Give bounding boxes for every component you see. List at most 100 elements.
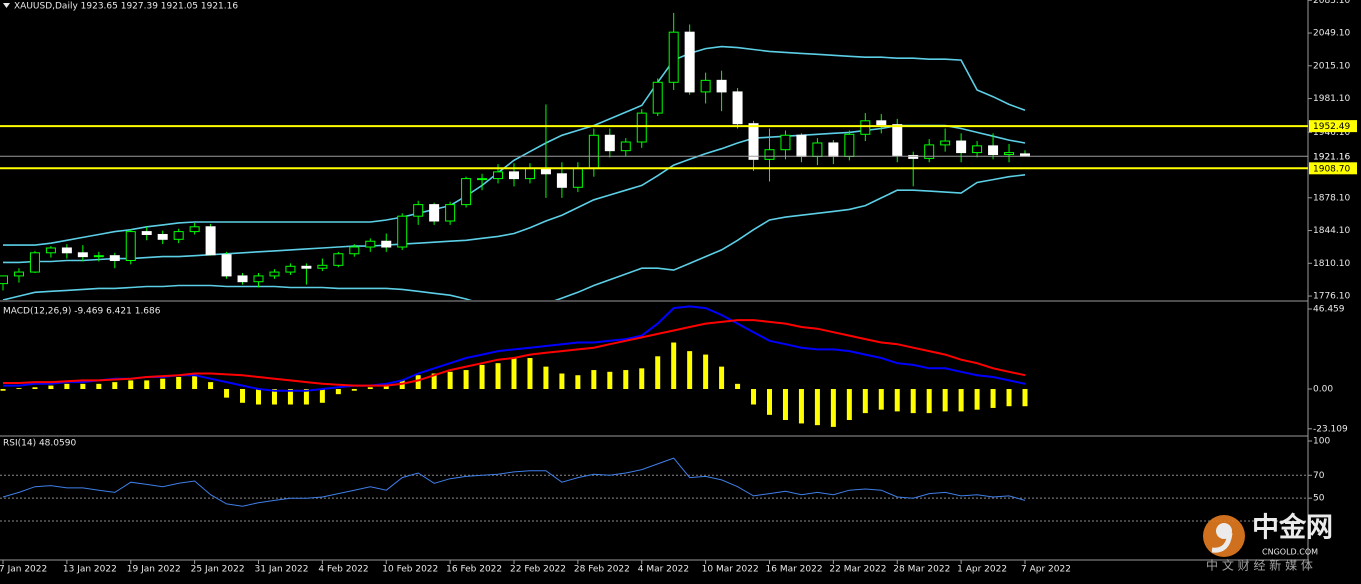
macd-bar (511, 358, 517, 390)
rsi-title: RSI(14) 48.0590 (3, 439, 76, 449)
candle-body (748, 123, 759, 160)
candle-body (13, 271, 24, 277)
candle-body (205, 226, 216, 256)
macd-bar (383, 385, 389, 390)
macd-bar (862, 389, 868, 414)
candle-body (45, 247, 56, 254)
macd-bar (575, 375, 581, 390)
macd-bar (415, 375, 421, 390)
candle-body (988, 145, 999, 156)
macd-bar (431, 373, 437, 390)
candle-body (189, 226, 200, 233)
candle-body (429, 204, 440, 222)
candle-body (221, 254, 232, 277)
series-line (3, 124, 1026, 264)
macd-bar (463, 370, 469, 390)
candle-body (796, 134, 807, 157)
macd-bar (958, 389, 964, 412)
candle-body (509, 171, 519, 180)
x-tick-label: 4 Feb 2022 (318, 565, 368, 575)
price-title: XAUUSD,Daily 1923.65 1927.39 1921.05 192… (14, 2, 238, 12)
macd-bar (735, 383, 741, 390)
candle-body (413, 204, 424, 217)
macd-bar (687, 351, 693, 390)
macd-bar (543, 366, 549, 390)
panel (0, 305, 1028, 427)
macd-bar (335, 389, 341, 395)
macd-bar (782, 389, 788, 421)
candle-body (141, 231, 152, 235)
macd-bar (319, 389, 325, 403)
macd-bar (846, 389, 852, 421)
x-tick-label: 19 Jan 2022 (127, 565, 181, 575)
candle-body (173, 231, 184, 240)
y-tick-label: 1981.10 (1313, 94, 1350, 104)
watermark-tagline: 中 文 财 经 新 媒 体 (1206, 558, 1313, 573)
candle-body (940, 140, 951, 146)
x-tick-label: 7 Jan 2022 (0, 565, 47, 575)
plot-area (0, 12, 1308, 522)
candle-body (780, 134, 791, 151)
candle-body (125, 231, 136, 262)
candle-body (588, 134, 599, 169)
macd-bar (830, 389, 836, 427)
candle-body (61, 247, 72, 254)
macd-bar (623, 370, 629, 390)
candle-body (269, 271, 280, 277)
y-tick-label: 70 (1313, 471, 1325, 481)
series-line (2, 457, 1026, 507)
candle-body (972, 145, 983, 154)
candle-body (109, 255, 120, 262)
y-tick-label: 1776.10 (1313, 292, 1350, 302)
series-line (2, 174, 1026, 300)
watermark-name: 中金网 (1252, 512, 1333, 544)
candle-body (908, 154, 919, 159)
candle-body (445, 204, 456, 222)
y-tick-label: 1878.10 (1313, 193, 1350, 203)
price-label: 1952.49 (1313, 122, 1350, 132)
macd-bar (192, 375, 198, 390)
macd-bar (144, 380, 150, 390)
candle-body (636, 112, 647, 143)
macd-bar (479, 364, 485, 390)
candle-body (828, 142, 839, 157)
macd-bar (160, 378, 166, 390)
candle-body (29, 252, 40, 273)
price-label-box (1309, 162, 1357, 175)
macd-bar (671, 342, 677, 390)
candle-body (93, 255, 104, 258)
y-tick-label: 0.00 (1313, 385, 1333, 395)
candle-body (397, 215, 408, 248)
macd-bar (80, 383, 86, 390)
macd-bar (990, 389, 996, 408)
macd-bar (256, 389, 261, 405)
macd-bar (974, 389, 980, 410)
candle-body (477, 178, 488, 181)
macd-bar (798, 389, 804, 424)
macd-bar (495, 363, 501, 390)
macd-bar (367, 387, 373, 390)
price-label-box (1309, 120, 1357, 133)
candle-body (956, 140, 967, 154)
price-label: 1921.16 (1313, 152, 1350, 162)
y-tick-label: 50 (1313, 494, 1325, 504)
macd-bar (926, 389, 932, 414)
macd-bar (910, 389, 916, 414)
macd-bar (64, 383, 70, 390)
candle-body (652, 81, 663, 114)
menu-triangle[interactable] (3, 3, 10, 8)
macd-bar (1022, 389, 1028, 407)
macd-bar (878, 389, 884, 410)
x-tick-label: 7 Apr 2022 (1021, 565, 1071, 575)
candle-body (700, 79, 711, 93)
macd-bar (271, 389, 277, 405)
candle-body (157, 233, 168, 240)
macd-bar (1006, 389, 1012, 407)
logo-mark (1211, 532, 1233, 553)
macd-bar (719, 366, 725, 390)
candle-body (77, 252, 88, 258)
x-tick-label: 16 Mar 2022 (766, 565, 823, 575)
macd-bar (814, 389, 820, 426)
x-tick-label: 28 Mar 2022 (893, 565, 950, 575)
